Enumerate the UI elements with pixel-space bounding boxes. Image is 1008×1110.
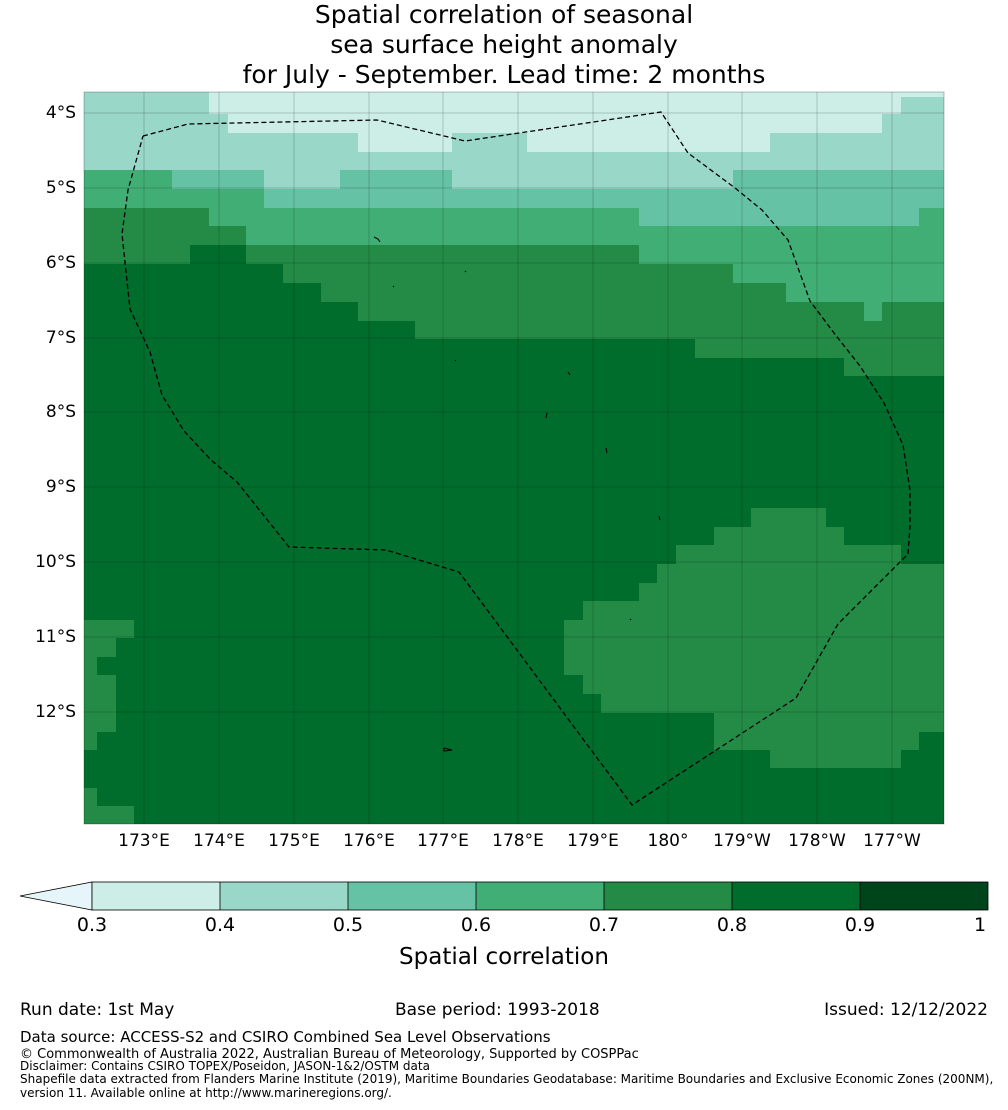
shapefile-credit-line-1: Shapefile data extracted from Flanders M… xyxy=(20,1072,994,1086)
colorbar-swatch-0.6-0.7 xyxy=(476,882,604,910)
shapefile-credit-line-2: version 11. Available online at http://w… xyxy=(20,1086,392,1100)
colorbar-swatch-0.9-1 xyxy=(860,882,988,910)
colorbar-swatch-0.5-0.6 xyxy=(348,882,476,910)
colorbar-swatch-0.7-0.8 xyxy=(604,882,732,910)
lat-label-6s: 6°S xyxy=(45,253,76,273)
map-title-line-3: for July - September. Lead time: 2 month… xyxy=(242,60,766,89)
lon-label-179w: 179°W xyxy=(713,831,771,851)
map-gridlines xyxy=(84,92,944,824)
eez-boundary xyxy=(121,111,911,806)
colorbar-tick-0.5: 0.5 xyxy=(332,914,364,936)
lon-label-175e: 175°E xyxy=(268,831,320,851)
colorbar-label: Spatial correlation xyxy=(399,944,609,970)
lat-label-5s: 5°S xyxy=(45,178,76,198)
lon-label-174e: 174°E xyxy=(193,831,245,851)
lat-label-4s: 4°S xyxy=(45,103,76,123)
lon-label-180: 180° xyxy=(647,831,689,851)
colorbar-tick-0.9: 0.9 xyxy=(844,914,876,936)
colorbar-tick-0.4: 0.4 xyxy=(204,914,236,936)
lon-label-179e: 179°E xyxy=(567,831,619,851)
lat-label-9s: 9°S xyxy=(45,477,76,497)
lon-label-173e: 173°E xyxy=(118,831,170,851)
colorbar-swatch-0.8-0.9 xyxy=(732,882,860,910)
lon-label-176e: 176°E xyxy=(343,831,395,851)
run-date: Run date: 1st May xyxy=(20,1000,175,1020)
map-title-line-2: sea surface height anomaly xyxy=(330,30,678,59)
colorbar-tick-0.7: 0.7 xyxy=(588,914,620,936)
lat-label-7s: 7°S xyxy=(45,328,76,348)
lon-label-178e: 178°E xyxy=(492,831,544,851)
copyright-notice: © Commonwealth of Australia 2022, Austra… xyxy=(20,1047,639,1062)
map-title-line-1: Spatial correlation of seasonal xyxy=(314,0,694,29)
disclaimer: Disclaimer: Contains CSIRO TOPEX/Poseido… xyxy=(20,1059,430,1073)
colorbar-swatch-0.4-0.5 xyxy=(220,882,348,910)
lat-label-11s: 11°S xyxy=(35,627,76,647)
lat-label-8s: 8°S xyxy=(45,402,76,422)
lon-label-178w: 178°W xyxy=(788,831,846,851)
correlation-band-0.3-0.4 xyxy=(209,92,944,152)
colorbar-extend-arrow xyxy=(19,881,93,911)
colorbar-tick-0.6: 0.6 xyxy=(460,914,492,936)
lon-label-177e: 177°E xyxy=(417,831,469,851)
map-frame xyxy=(83,91,945,825)
island-markers xyxy=(373,236,661,752)
colorbar-outline xyxy=(91,881,989,911)
lat-label-10s: 10°S xyxy=(35,552,76,572)
colorbar xyxy=(19,881,989,911)
colorbar-tick-1: 1 xyxy=(973,914,987,936)
issued-date: Issued: 12/12/2022 xyxy=(824,1000,988,1020)
base-period: Base period: 1993-2018 xyxy=(395,1000,600,1020)
colorbar-tick-0.3: 0.3 xyxy=(76,914,108,936)
lon-label-177w: 177°W xyxy=(863,831,921,851)
colorbar-swatch-0.3-0.4 xyxy=(92,882,220,910)
data-source: Data source: ACCESS-S2 and CSIRO Combine… xyxy=(20,1028,551,1046)
colorbar-tick-0.8: 0.8 xyxy=(716,914,748,936)
lat-label-12s: 12°S xyxy=(35,702,76,722)
